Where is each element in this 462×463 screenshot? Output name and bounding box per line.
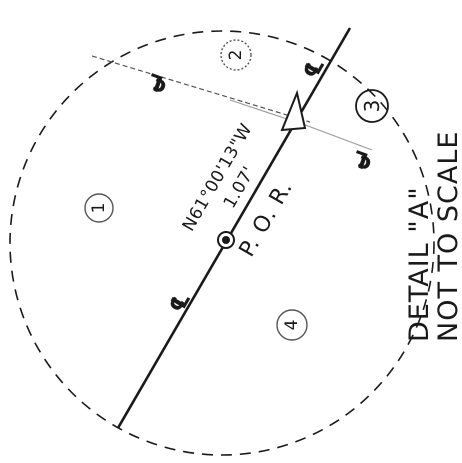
- marker-3: 3: [355, 89, 389, 123]
- marker-4-label: 4: [282, 320, 302, 331]
- marker-2-label: 2: [226, 50, 246, 61]
- upper-cross-line: [91, 55, 311, 123]
- marker-2: 2: [220, 39, 252, 71]
- por-target-icon: [217, 231, 235, 249]
- marker-1: 1: [84, 193, 114, 223]
- direction-arrow-icon: [280, 89, 307, 132]
- centerline-alignment: [116, 27, 352, 429]
- detail-scale-note: NOT TO SCALE: [433, 131, 462, 342]
- detail-boundary-circle: [9, 30, 435, 456]
- marker-1-label: 1: [89, 203, 109, 214]
- cross-line-extension: [229, 99, 291, 121]
- centerline-label-bottom: ℄: [165, 288, 197, 318]
- marker-4: 4: [276, 309, 308, 341]
- centerline-label-left: ℄: [144, 67, 171, 97]
- marker-3-label: 3: [360, 100, 384, 113]
- centerline-label-right: ℄: [349, 144, 376, 174]
- detail-title: DETAIL "A": [404, 186, 435, 342]
